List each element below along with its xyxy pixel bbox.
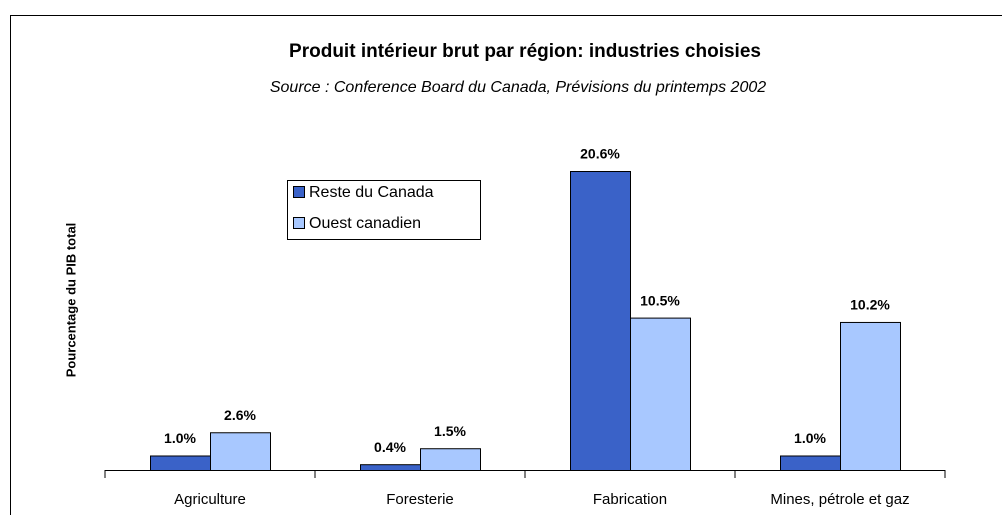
bar (840, 321, 901, 471)
data-label: 0.4% (374, 439, 406, 455)
bar (150, 455, 211, 472)
data-label: 1.5% (434, 423, 466, 439)
data-label: 20.6% (580, 146, 620, 162)
legend-label: Reste du Canada (309, 184, 434, 201)
chart-frame (10, 15, 1002, 515)
bar (210, 432, 271, 472)
bar (570, 171, 631, 471)
x-tick-label: Foresterie (386, 491, 454, 508)
x-tick-label: Fabrication (593, 491, 667, 508)
chart-title: Produit intérieur brut par région: indus… (289, 41, 761, 62)
legend-swatch (293, 186, 305, 198)
data-label: 2.6% (224, 407, 256, 423)
bar (780, 455, 841, 472)
legend-box (287, 180, 481, 240)
bar (360, 464, 421, 472)
data-label: 10.2% (850, 297, 890, 313)
data-label: 1.0% (794, 430, 826, 446)
x-tick-label: Mines, pétrole et gaz (770, 491, 909, 508)
legend-swatch (293, 217, 305, 229)
bar (420, 448, 481, 471)
y-axis-label: Pourcentage du PIB total (63, 223, 78, 378)
data-label: 10.5% (640, 292, 680, 308)
bar (630, 317, 691, 471)
chart-subtitle: Source : Conference Board du Canada, Pré… (270, 79, 766, 96)
data-label: 1.0% (164, 430, 196, 446)
legend-label: Ouest canadien (309, 215, 421, 232)
x-tick-label: Agriculture (174, 491, 246, 508)
